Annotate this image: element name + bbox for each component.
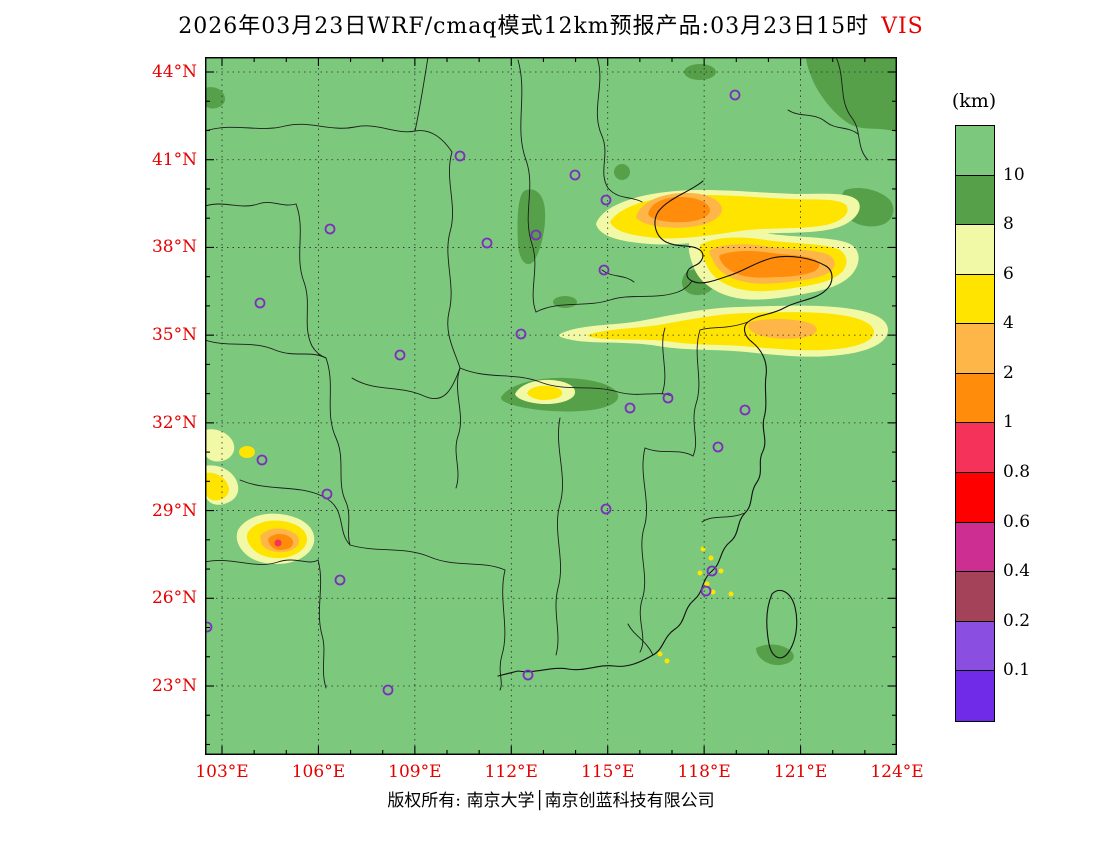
city-marker — [706, 565, 718, 577]
city-marker — [600, 503, 612, 515]
lat-label: 23°N — [151, 676, 197, 696]
colorbar-segment — [956, 621, 994, 672]
lon-label: 118°E — [677, 762, 731, 782]
colorbar-segment — [956, 274, 994, 325]
colorbar-segment — [956, 324, 994, 374]
colorbar — [955, 125, 995, 722]
city-marker — [624, 402, 636, 414]
city-marker — [254, 297, 266, 309]
lon-label: 103°E — [195, 762, 249, 782]
lon-label: 112°E — [484, 762, 538, 782]
coastline — [497, 180, 833, 677]
latlon-grid — [205, 57, 897, 755]
title-variable-label: VIS — [881, 14, 924, 39]
city-marker — [530, 229, 542, 241]
colorbar-tick-label: 4 — [1003, 313, 1014, 334]
colorbar-segment — [956, 126, 994, 176]
forecast-map — [205, 57, 897, 755]
colorbar-unit-label: (km) — [951, 90, 997, 112]
city-marker — [481, 237, 493, 249]
colorbar-tick-label: 1 — [1003, 412, 1014, 433]
page-title: 2026年03月23日WRF/cmaq模式12km预报产品:03月23日15时 V… — [178, 8, 923, 40]
copyright-text: 版权所有: 南京大学│南京创蓝科技有限公司 — [387, 791, 715, 811]
title-text: 2026年03月23日WRF/cmaq模式12km预报产品:03月23日15时 — [178, 14, 870, 39]
lat-label: 38°N — [151, 237, 197, 258]
city-marker — [569, 169, 581, 181]
colorbar-segment — [956, 175, 994, 226]
colorbar-tick-label: 6 — [1003, 263, 1014, 284]
city-marker — [700, 585, 712, 597]
colorbar-tick-label: 10 — [1003, 164, 1025, 185]
colorbar-tick-label: 2 — [1003, 362, 1014, 383]
lon-label: 124°E — [870, 762, 924, 782]
lat-label: 35°N — [151, 325, 197, 346]
city-marker — [598, 264, 610, 276]
lon-label: 121°E — [773, 762, 828, 782]
colorbar-segment — [956, 572, 994, 622]
colorbar-tick-label: 0.6 — [1003, 511, 1031, 532]
city-marker — [515, 328, 527, 340]
colorbar-segment — [956, 671, 994, 721]
visibility-contours-08-1km — [274, 539, 282, 547]
city-marker — [205, 621, 213, 633]
lat-label: 29°N — [151, 500, 197, 521]
province-boundaries — [205, 57, 869, 691]
lon-label: 109°E — [388, 762, 442, 782]
city-marker — [739, 404, 751, 416]
colorbar-tick-label: 0.1 — [1003, 660, 1031, 681]
colorbar-segment — [956, 373, 994, 424]
colorbar-tick-label: 8 — [1003, 214, 1014, 235]
colorbar-tick-label: 0.8 — [1003, 462, 1031, 483]
map-canvas — [205, 57, 897, 755]
city-marker — [256, 454, 268, 466]
lon-label: 106°E — [291, 762, 346, 782]
city-marker — [522, 669, 534, 681]
lon-label: 115°E — [581, 762, 635, 782]
lat-label: 32°N — [151, 412, 197, 433]
colorbar-tick-label: 0.2 — [1003, 610, 1031, 631]
city-marker — [394, 349, 406, 361]
city-marker — [454, 150, 466, 162]
city-markers — [205, 89, 751, 696]
city-marker — [382, 684, 394, 696]
colorbar-segment — [956, 225, 994, 275]
lat-label: 44°N — [151, 62, 197, 82]
colorbar-segment — [956, 473, 994, 523]
map-frame — [205, 57, 897, 755]
colorbar-segment — [956, 423, 994, 474]
city-marker — [321, 488, 333, 500]
colorbar-segment — [956, 522, 994, 573]
city-marker — [662, 392, 674, 404]
city-marker — [712, 441, 724, 453]
city-marker — [729, 89, 741, 101]
city-marker — [600, 194, 612, 206]
colorbar-tick-label: 0.4 — [1003, 561, 1031, 582]
city-marker — [324, 223, 336, 235]
taiwan-island — [766, 589, 798, 659]
lat-label: 41°N — [151, 149, 197, 170]
city-marker — [334, 574, 346, 586]
lat-label: 26°N — [151, 588, 197, 609]
visibility-contours-1-2km — [268, 197, 820, 550]
